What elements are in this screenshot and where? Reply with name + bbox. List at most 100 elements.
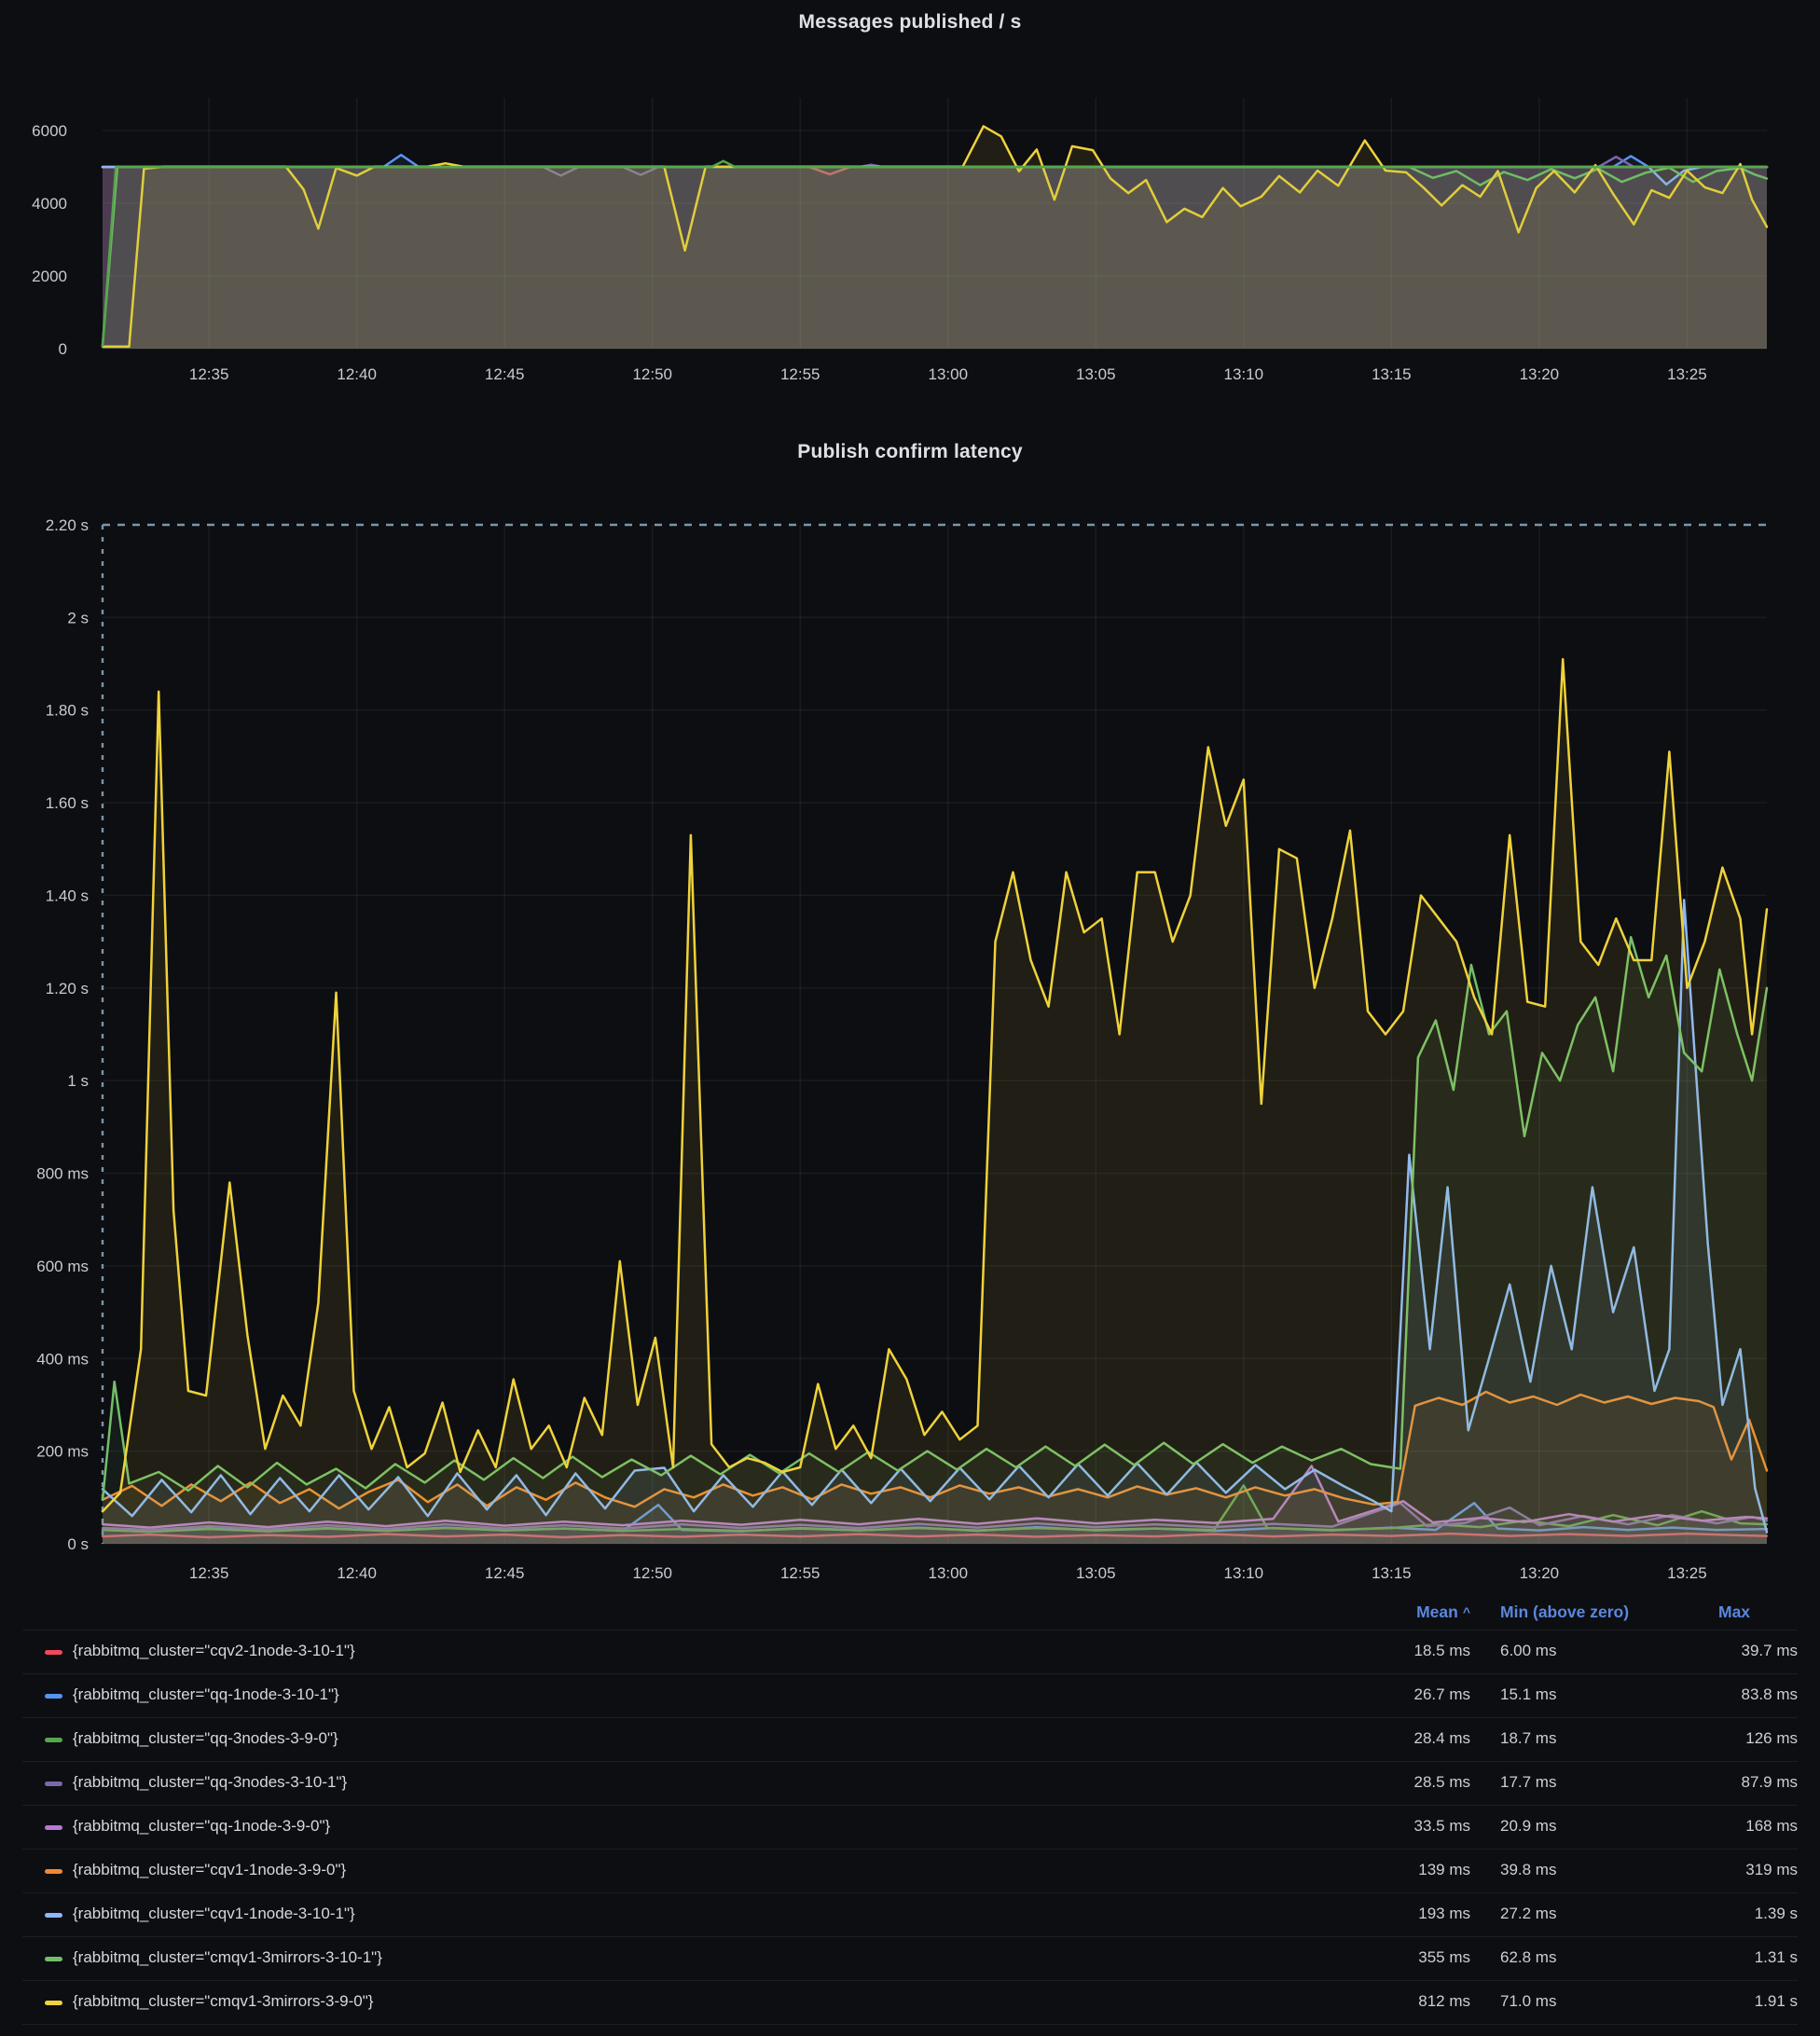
series-label[interactable]: {rabbitmq_cluster="cmqv1-3mirrors-3-10-1…	[73, 1948, 382, 1966]
y-tick-label: 1.60 s	[46, 794, 89, 812]
y-tick-label: 4000	[32, 195, 67, 213]
series-area	[103, 167, 1767, 349]
stat-mean: 26.7 ms	[1413, 1685, 1470, 1703]
series-label[interactable]: {rabbitmq_cluster="cqv1-1node-3-10-1"}	[73, 1905, 355, 1922]
series-color-icon[interactable]	[45, 1869, 62, 1874]
series-area	[103, 167, 1767, 349]
x-tick-label: 12:45	[485, 1564, 525, 1582]
stat-min: 20.9 ms	[1500, 1817, 1557, 1835]
x-tick-label: 13:10	[1224, 1564, 1264, 1582]
stat-mean: 18.5 ms	[1413, 1642, 1470, 1659]
legend-row: {rabbitmq_cluster="cqv2-1node-3-10-1"} 18…	[22, 1630, 1798, 1673]
x-tick-label: 13:25	[1667, 1564, 1707, 1582]
series-color-icon[interactable]	[45, 1825, 62, 1830]
stat-min: 62.8 ms	[1500, 1948, 1557, 1966]
x-tick-label: 13:15	[1372, 365, 1412, 383]
series-line[interactable]	[101, 159, 1769, 348]
stat-max: 87.9 ms	[1741, 1773, 1798, 1791]
stat-min: 17.7 ms	[1500, 1773, 1557, 1791]
series-line[interactable]	[101, 1484, 1769, 1534]
series-label[interactable]: {rabbitmq_cluster="cmqv1-3mirrors-3-9-0"…	[73, 1992, 374, 2010]
x-tick-label: 12:50	[632, 365, 672, 383]
series-line[interactable]	[101, 1532, 1769, 1539]
stat-mean: 28.4 ms	[1413, 1729, 1470, 1747]
x-tick-label: 12:40	[337, 1564, 377, 1582]
x-tick-label: 12:50	[632, 1564, 672, 1582]
series-line[interactable]	[101, 1465, 1769, 1529]
x-tick-label: 12:40	[337, 365, 377, 383]
series-label[interactable]: {rabbitmq_cluster="qq-1node-3-9-0"}	[73, 1817, 331, 1835]
x-tick-label: 12:35	[189, 365, 229, 383]
x-tick-label: 13:20	[1520, 365, 1560, 383]
series-color-icon[interactable]	[45, 1913, 62, 1918]
stat-max: 168 ms	[1745, 1817, 1798, 1835]
series-area	[103, 1465, 1767, 1544]
x-tick-label: 13:25	[1667, 365, 1707, 383]
stat-mean: 139 ms	[1418, 1861, 1470, 1878]
series-area	[103, 900, 1767, 1544]
series-area	[103, 157, 1767, 349]
axis-labels: 12:35 12:40 12:45 12:50 12:55 13:00 13:05 13:10…	[36, 516, 1706, 1582]
x-tick-label: 13:05	[1076, 365, 1116, 383]
series-line[interactable]	[101, 935, 1769, 1502]
x-tick-label: 13:00	[928, 365, 968, 383]
series-area	[103, 1503, 1767, 1544]
y-tick-label: 800 ms	[36, 1165, 89, 1183]
series-color-icon[interactable]	[45, 2001, 62, 2005]
legend-row: {rabbitmq_cluster="cmqv1-3mirrors-3-9-0"…	[22, 1980, 1798, 2025]
x-tick-label: 13:00	[928, 1564, 968, 1582]
series-color-icon[interactable]	[45, 1650, 62, 1655]
stat-max: 126 ms	[1745, 1729, 1798, 1747]
y-tick-label: 400 ms	[36, 1350, 89, 1368]
stat-max: 1.31 s	[1754, 1948, 1798, 1966]
series-label[interactable]: {rabbitmq_cluster="qq-1node-3-10-1"}	[73, 1685, 339, 1703]
series-color-icon[interactable]	[45, 1957, 62, 1961]
series-line[interactable]	[101, 165, 1769, 347]
legend-row: {rabbitmq_cluster="qq-3nodes-3-9-0"} 28.4…	[22, 1717, 1798, 1761]
series-group	[101, 657, 1769, 1544]
stat-min: 6.00 ms	[1500, 1642, 1557, 1659]
legend-row: {rabbitmq_cluster="qq-3nodes-3-10-1"} 28.…	[22, 1761, 1798, 1805]
grid	[103, 98, 1767, 350]
stat-max: 83.8 ms	[1741, 1685, 1798, 1703]
series-area	[103, 167, 1767, 349]
legend-header-min[interactable]: Min (above zero)	[1500, 1603, 1630, 1621]
series-line[interactable]	[101, 899, 1769, 1534]
series-label[interactable]: {rabbitmq_cluster="cqv2-1node-3-10-1"}	[73, 1642, 355, 1659]
series-group	[101, 125, 1769, 349]
sort-ascending-icon: ^	[1462, 1604, 1470, 1619]
series-area	[103, 167, 1767, 349]
x-tick-label: 12:35	[189, 1564, 229, 1582]
panel-title-messages-published[interactable]: Messages published / s	[798, 11, 1022, 33]
panel-title-publish-confirm-latency[interactable]: Publish confirm latency	[797, 441, 1023, 462]
series-label[interactable]: {rabbitmq_cluster="cqv1-1node-3-9-0"}	[73, 1861, 347, 1878]
stat-mean: 33.5 ms	[1413, 1817, 1470, 1835]
publish-confirm-latency-chart[interactable]: 12:35 12:40 12:45 12:50 12:55 13:00 13:05 13:10…	[0, 410, 1820, 1596]
stat-mean: 193 ms	[1418, 1905, 1470, 1922]
series-area	[103, 160, 1767, 349]
x-tick-label: 12:55	[780, 365, 820, 383]
y-tick-label: 0	[59, 340, 67, 358]
stat-min: 27.2 ms	[1500, 1905, 1557, 1922]
series-line[interactable]	[101, 153, 1769, 169]
legend-header-mean[interactable]: Mean ^	[1416, 1603, 1470, 1621]
series-area	[103, 937, 1767, 1544]
series-color-icon[interactable]	[45, 1738, 62, 1742]
series-label[interactable]: {rabbitmq_cluster="qq-3nodes-3-10-1"}	[73, 1773, 348, 1791]
y-tick-label: 2000	[32, 268, 67, 285]
series-label[interactable]: {rabbitmq_cluster="qq-3nodes-3-9-0"}	[73, 1729, 338, 1747]
legend-header-max[interactable]: Max	[1718, 1603, 1751, 1621]
y-tick-label: 6000	[32, 122, 67, 140]
stat-min: 71.0 ms	[1500, 1992, 1557, 2010]
messages-published-chart[interactable]: 12:35 12:40 12:45 12:50 12:55 13:00 13:05 13:10…	[0, 0, 1820, 410]
y-tick-label: 2.20 s	[46, 516, 89, 534]
series-color-icon[interactable]	[45, 1694, 62, 1699]
legend-row: {rabbitmq_cluster="qq-1node-3-9-0"} 33.5 …	[22, 1805, 1798, 1849]
stat-min: 39.8 ms	[1500, 1861, 1557, 1878]
series-color-icon[interactable]	[45, 1782, 62, 1786]
legend-row: {rabbitmq_cluster="qq-1node-3-10-1"} 26.7…	[22, 1673, 1798, 1717]
legend-header-row: Mean ^ Min (above zero) Max	[22, 1596, 1798, 1630]
series-line[interactable]	[101, 657, 1769, 1513]
stat-max: 319 ms	[1745, 1861, 1798, 1878]
series-line[interactable]	[101, 1502, 1769, 1532]
